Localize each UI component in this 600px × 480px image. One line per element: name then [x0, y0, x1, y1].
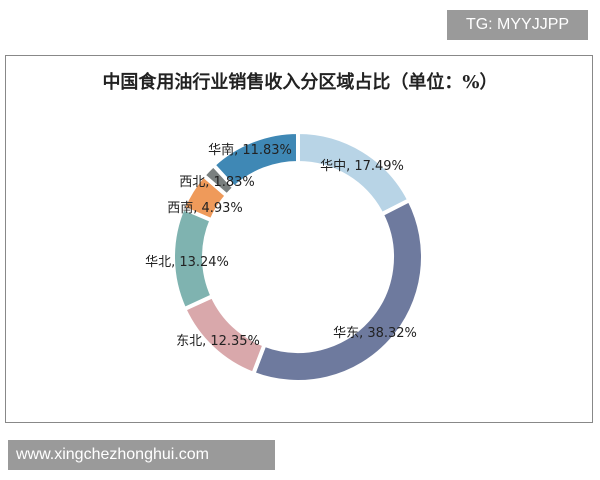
- chart-title: 中国食用油行业销售收入分区域占比（单位：%）: [102, 72, 498, 93]
- watermark: www.xingchezhonghui.com: [8, 440, 275, 470]
- data-label: 华南, 11.83%: [208, 142, 292, 158]
- chart-frame: [5, 55, 593, 423]
- data-label: 华北, 13.24%: [145, 255, 229, 270]
- slice-华南: [210, 129, 300, 191]
- data-label: 华中, 17.49%: [320, 159, 404, 174]
- data-label: 西南, 4.93%: [167, 200, 243, 216]
- slice-华东: [250, 197, 425, 384]
- tag-label: TG: MYYJJPP: [447, 10, 588, 40]
- data-label: 东北, 12.35%: [176, 334, 260, 349]
- data-label: 华东, 38.32%: [333, 326, 417, 341]
- data-label: 西北, 1.83%: [179, 175, 255, 190]
